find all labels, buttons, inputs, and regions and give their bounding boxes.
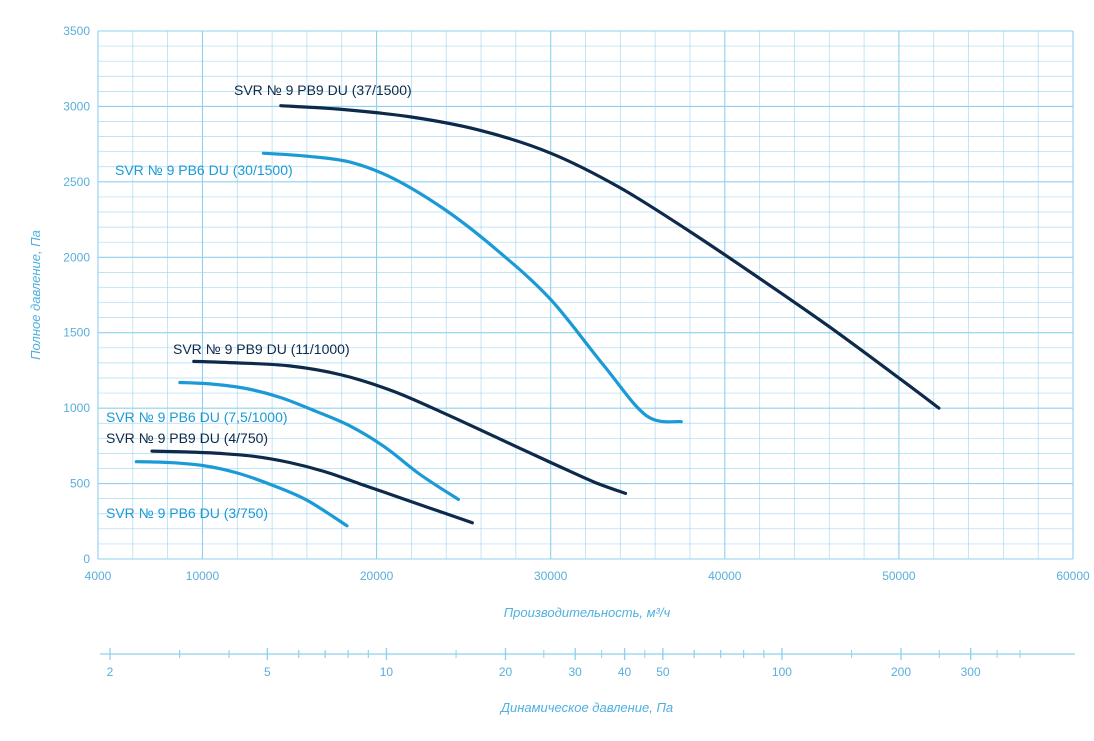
secondary-tick-label: 2 <box>107 665 114 679</box>
secondary-tick-label: 5 <box>264 665 271 679</box>
secondary-tick-label: 100 <box>772 665 792 679</box>
y-axis-ticks: 0 500 1000 1500 2000 2500 3000 3500 <box>63 24 90 566</box>
y-tick-label: 2000 <box>63 250 90 264</box>
x-axis-ticks: 4000 10000 20000 30000 40000 50000 60000 <box>85 569 1090 583</box>
y-tick-label: 1500 <box>63 326 90 340</box>
curve-label-pb6-3-750: SVR № 9 PB6 DU (3/750) <box>106 505 268 521</box>
secondary-tick-label: 50 <box>656 665 670 679</box>
x-tick-label: 20000 <box>360 569 394 583</box>
secondary-tick-label: 30 <box>568 665 582 679</box>
curve-label-pb9-37-1500: SVR № 9 PB9 DU (37/1500) <box>234 82 412 98</box>
secondary-tick-label: 40 <box>618 665 632 679</box>
x-tick-label: 60000 <box>1056 569 1090 583</box>
secondary-tick-label: 200 <box>891 665 911 679</box>
series-line-3 <box>178 380 460 501</box>
grid-major <box>97 30 1074 560</box>
curve-label-pb9-11-1000: SVR № 9 PB9 DU (11/1000) <box>173 341 350 357</box>
series-line-5 <box>134 460 349 528</box>
secondary-tick-label: 300 <box>961 665 981 679</box>
y-tick-label: 2500 <box>63 175 90 189</box>
x-tick-label: 10000 <box>186 569 220 583</box>
secondary-axis: 2 5 10 20 30 40 50 100 200 300 <box>100 648 1075 679</box>
curve-label-pb6-30-1500: SVR № 9 PB6 DU (30/1500) <box>115 162 293 178</box>
series-line-1 <box>261 151 683 424</box>
x-tick-label: 40000 <box>708 569 742 583</box>
grid-minor <box>98 31 1073 559</box>
secondary-axis-title: Динамическое давление, Па <box>499 700 673 715</box>
y-tick-label: 500 <box>70 477 90 491</box>
series-line-0 <box>279 104 941 410</box>
y-tick-label: 3500 <box>63 24 90 38</box>
x-tick-label: 50000 <box>882 569 916 583</box>
series-line-2 <box>192 359 628 495</box>
x-tick-label: 30000 <box>534 569 568 583</box>
series-lines <box>134 104 941 528</box>
y-tick-label: 1000 <box>63 401 90 415</box>
x-axis-title: Производительность, м³/ч <box>504 605 671 620</box>
curve-label-pb9-4-750: SVR № 9 PB9 DU (4/750) <box>106 430 268 446</box>
curve-label-pb6-7-5-1000: SVR № 9 PB6 DU (7,5/1000) <box>106 409 288 425</box>
x-tick-label: 4000 <box>85 569 112 583</box>
y-axis-title: Полное давление, Па <box>28 230 43 360</box>
series-line-4 <box>150 449 474 525</box>
secondary-tick-label: 20 <box>499 665 513 679</box>
y-tick-label: 0 <box>83 552 90 566</box>
secondary-tick-label: 10 <box>380 665 394 679</box>
y-tick-label: 3000 <box>63 99 90 113</box>
